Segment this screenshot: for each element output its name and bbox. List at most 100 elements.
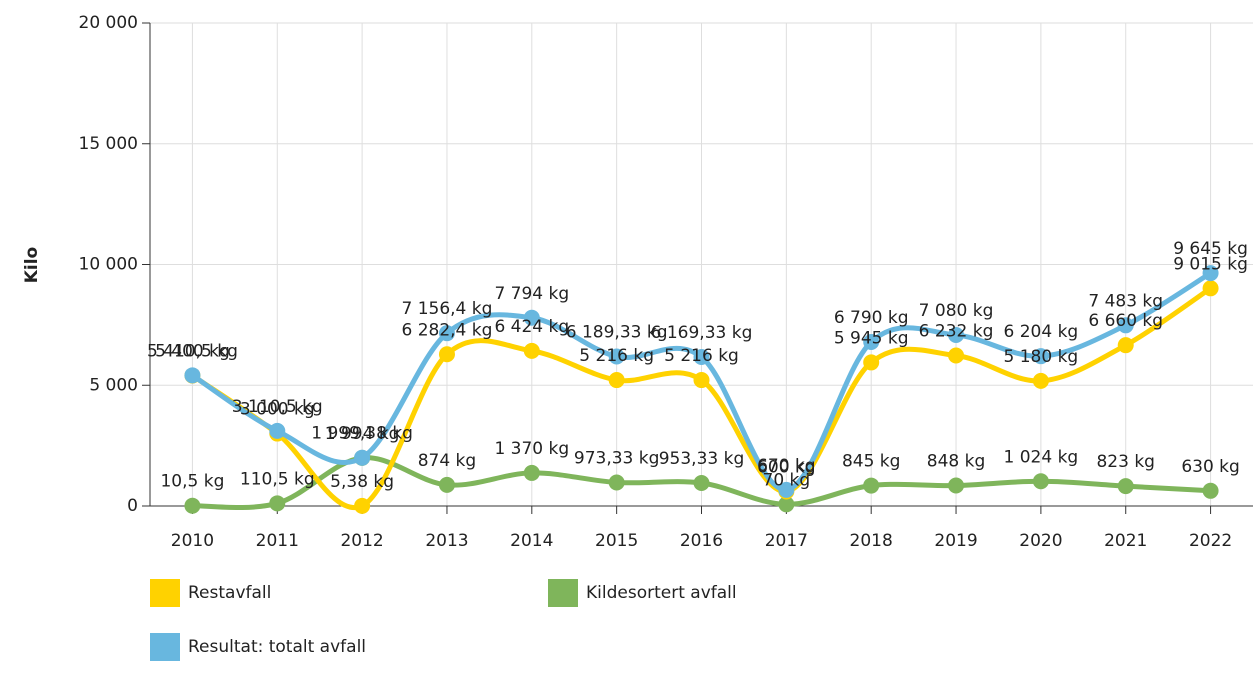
data-point: [1202, 482, 1219, 499]
data-point: [1202, 265, 1219, 282]
data-point: [1117, 478, 1134, 495]
data-label: 7 156,4 kg: [401, 299, 492, 319]
data-point: [184, 367, 201, 384]
data-label: 7 483 kg: [1088, 291, 1163, 311]
legend-swatch: [548, 579, 578, 607]
data-point: [693, 474, 710, 491]
y-tick-label: 0: [127, 496, 138, 516]
data-point: [438, 346, 455, 363]
data-point: [1032, 473, 1049, 490]
data-point: [523, 464, 540, 481]
data-label: 848 kg: [927, 452, 986, 472]
data-label: 1 024 kg: [1004, 447, 1079, 467]
x-tick-label: 2021: [1104, 531, 1147, 551]
data-label: 10,5 kg: [160, 472, 224, 492]
data-label: 5 945 kg: [834, 328, 909, 348]
data-label: 6 189,33 kg: [566, 323, 668, 343]
y-axis-label: Kilo: [22, 247, 42, 284]
x-tick-label: 2020: [1019, 531, 1062, 551]
data-label: 6 204 kg: [1004, 322, 1079, 342]
x-tick-label: 2015: [595, 531, 638, 551]
data-label: 630 kg: [1181, 457, 1240, 477]
data-point: [269, 422, 286, 439]
data-point: [1202, 280, 1219, 297]
legend-label: Resultat: totalt avfall: [188, 637, 366, 657]
legend-label: Restavfall: [188, 583, 271, 603]
x-tick-label: 2014: [510, 531, 553, 551]
data-point: [354, 449, 371, 466]
data-point: [693, 372, 710, 389]
data-label: 6 424 kg: [494, 317, 569, 337]
x-tick-label: 2019: [934, 531, 977, 551]
data-label: 953,33 kg: [659, 449, 745, 469]
data-point: [863, 354, 880, 371]
data-point: [354, 497, 371, 514]
data-point: [948, 347, 965, 364]
data-label: 1 370 kg: [494, 439, 569, 459]
y-tick-label: 5 000: [89, 375, 138, 395]
x-tick-label: 2018: [850, 531, 893, 551]
data-label: 70 kg: [763, 470, 811, 490]
data-point: [863, 477, 880, 494]
x-tick-label: 2022: [1189, 531, 1232, 551]
data-point: [948, 477, 965, 494]
data-label: 9 015 kg: [1173, 254, 1248, 274]
data-label: 5 216 kg: [579, 346, 654, 366]
data-label: 973,33 kg: [574, 448, 660, 468]
data-point: [269, 495, 286, 512]
data-point: [778, 496, 795, 513]
legend-swatch: [150, 579, 180, 607]
data-label: 7 080 kg: [919, 301, 994, 321]
x-tick-label: 2012: [340, 531, 383, 551]
legend-swatch: [150, 633, 180, 661]
data-point: [608, 348, 625, 365]
data-label: 3 000 kg: [240, 400, 315, 420]
y-tick-label: 10 000: [79, 255, 138, 275]
data-label: 3 110,5 kg: [232, 397, 323, 417]
data-point: [1032, 372, 1049, 389]
x-tick-label: 2016: [680, 531, 723, 551]
data-label: 6 282,4 kg: [401, 320, 492, 340]
data-label: 5 180 kg: [1004, 347, 1079, 367]
data-label: 600 kg: [757, 458, 816, 478]
data-label: 670 kg: [757, 456, 816, 476]
x-tick-label: 2010: [171, 531, 214, 551]
data-label: 110,5 kg: [240, 469, 315, 489]
data-label: 5 410,5 kg: [147, 341, 238, 361]
data-label: 6 790 kg: [834, 308, 909, 328]
x-tick-label: 2013: [425, 531, 468, 551]
y-tick-label: 15 000: [79, 134, 138, 154]
data-point: [523, 309, 540, 326]
data-point: [778, 481, 795, 498]
data-label: 5,38 kg: [330, 472, 394, 492]
data-label: 6 169,33 kg: [651, 323, 753, 343]
data-point: [184, 497, 201, 514]
data-point: [608, 372, 625, 389]
data-point: [438, 476, 455, 493]
data-point: [863, 334, 880, 351]
data-label: 5 400 kg: [155, 342, 230, 362]
data-point: [1117, 317, 1134, 334]
data-label: 845 kg: [842, 452, 901, 472]
y-tick-label: 20 000: [79, 13, 138, 33]
data-point: [693, 349, 710, 366]
data-point: [1032, 348, 1049, 365]
data-point: [438, 325, 455, 342]
data-point: [1117, 337, 1134, 354]
data-label: 1 994 kg: [325, 424, 400, 444]
data-label: 5 216 kg: [664, 346, 739, 366]
data-label: 9 645 kg: [1173, 239, 1248, 259]
data-label: 823 kg: [1096, 452, 1155, 472]
legend-label: Kildesortert avfall: [586, 583, 737, 603]
data-label: 6 660 kg: [1088, 311, 1163, 331]
data-label: 1 999,38 kg: [311, 424, 413, 444]
x-tick-label: 2017: [765, 531, 808, 551]
data-label: 6 232 kg: [919, 321, 994, 341]
data-point: [523, 342, 540, 359]
x-tick-label: 2011: [256, 531, 299, 551]
data-point: [608, 474, 625, 491]
data-label: 7 794 kg: [494, 284, 569, 304]
data-label: 874 kg: [418, 451, 477, 471]
data-point: [948, 327, 965, 344]
